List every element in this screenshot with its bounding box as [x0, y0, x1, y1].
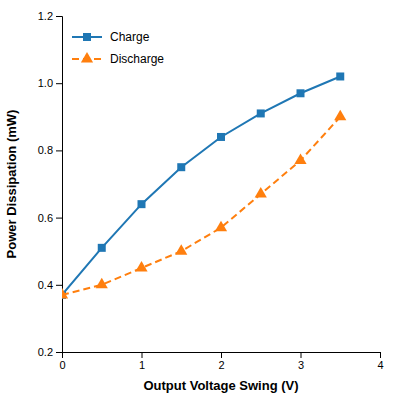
series-line: [62, 117, 340, 295]
series-line: [62, 76, 340, 294]
legend-item: Discharge: [72, 52, 164, 66]
data-point: [217, 133, 225, 141]
x-tick-mark: [221, 352, 222, 358]
x-tick: 4: [377, 352, 383, 371]
data-point: [257, 109, 265, 117]
data-point: [215, 221, 227, 232]
x-tick-label: 2: [218, 359, 224, 371]
y-tick: 0.4: [38, 279, 62, 291]
y-tick: 1.2: [38, 10, 62, 22]
chart: 0 1 2 3 4 0.2 0.4 0.6 0.8 1.0 1.2 Charge Discharge Ou…: [0, 0, 400, 400]
y-axis: 0.2 0.4 0.6 0.8 1.0 1.2: [38, 10, 63, 358]
x-tick: 1: [139, 352, 145, 371]
x-tick-label: 0: [59, 359, 65, 371]
y-tick-mark: [56, 218, 62, 219]
y-tick: 1.0: [38, 77, 62, 89]
data-point: [177, 163, 185, 171]
y-tick-label: 0.6: [38, 212, 53, 224]
x-tick: 2: [218, 352, 224, 371]
legend-symbol: [81, 52, 93, 63]
x-tick-label: 4: [377, 359, 383, 371]
plot: 0 1 2 3 4 0.2 0.4 0.6 0.8 1.0 1.2 Charge Discharge: [38, 10, 384, 371]
legend-label: Discharge: [110, 52, 164, 66]
legend: Charge Discharge: [72, 30, 164, 66]
x-tick-mark: [142, 352, 143, 358]
x-axis-title: Output Voltage Swing (V): [143, 378, 298, 393]
x-tick-mark: [301, 352, 302, 358]
y-tick: 0.8: [38, 144, 62, 156]
data-point: [138, 200, 146, 208]
y-axis-line: [56, 17, 63, 353]
data-point: [294, 153, 306, 164]
y-tick-label: 1.2: [38, 10, 53, 22]
data-point: [96, 278, 108, 289]
y-tick-mark: [56, 83, 62, 84]
legend-symbol: [83, 33, 91, 41]
legend-item: Charge: [72, 30, 150, 44]
marks: [62, 72, 346, 298]
y-tick-label: 1.0: [38, 77, 53, 89]
data-point: [135, 261, 147, 272]
y-tick-mark: [56, 285, 62, 286]
x-tick: 3: [298, 352, 304, 371]
y-tick: 0.6: [38, 212, 62, 224]
data-point: [98, 244, 106, 252]
data-point: [175, 244, 187, 255]
data-point: [255, 187, 267, 198]
x-tick-label: 3: [298, 359, 304, 371]
y-tick-mark: [56, 16, 62, 17]
y-tick-mark: [56, 150, 62, 151]
x-axis-line: [63, 353, 381, 359]
y-tick-mark: [56, 352, 62, 353]
x-axis: 0 1 2 3 4: [59, 352, 383, 371]
x-tick-label: 1: [139, 359, 145, 371]
legend-label: Charge: [110, 30, 150, 44]
y-tick-label: 0.8: [38, 144, 53, 156]
data-point: [62, 288, 68, 299]
y-tick-label: 0.2: [38, 346, 53, 358]
y-tick-label: 0.4: [38, 279, 53, 291]
data-point: [297, 89, 305, 97]
data-point: [336, 72, 344, 80]
data-point: [334, 110, 346, 121]
y-axis-title: Power Dissipation (mW): [4, 110, 19, 259]
x-tick-mark: [380, 352, 381, 358]
y-tick: 0.2: [38, 346, 62, 358]
x-tick: 0: [59, 352, 65, 371]
